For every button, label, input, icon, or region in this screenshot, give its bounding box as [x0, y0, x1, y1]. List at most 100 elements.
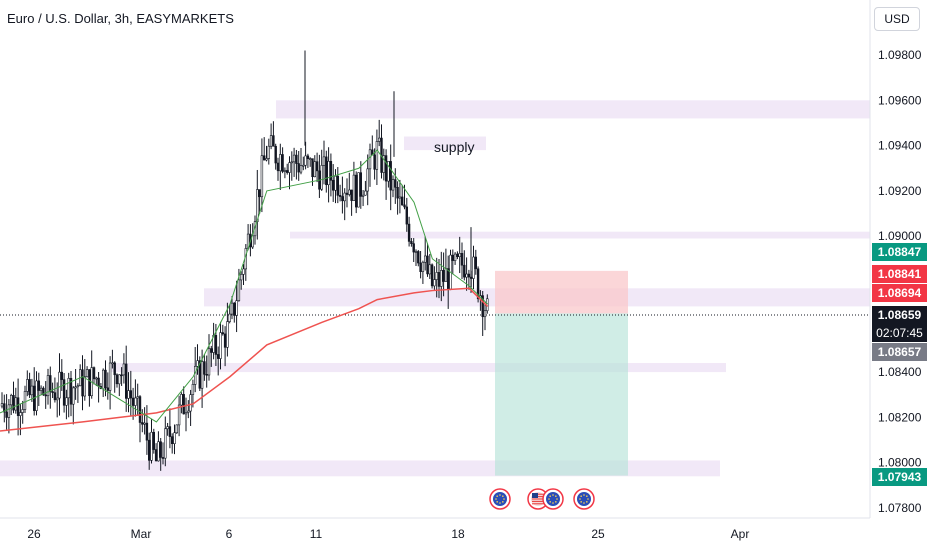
- time-tick-label: 18: [451, 527, 465, 541]
- candle-body: [113, 362, 116, 376]
- candle-body: [62, 379, 66, 406]
- flag-canton: [532, 493, 538, 498]
- candle-body: [228, 313, 231, 322]
- candle-body: [444, 268, 448, 282]
- candle-body: [430, 264, 434, 287]
- candle-body: [463, 264, 466, 278]
- candle-body: [338, 195, 342, 197]
- candle-body: [467, 273, 471, 278]
- candle-body: [414, 251, 418, 253]
- time-tick-label: Mar: [131, 527, 152, 541]
- take-profit-zone: [495, 313, 628, 476]
- time-tick-label: Apr: [731, 527, 750, 541]
- price-axis: 1.09800 1.09600 1.09400 1.09200 1.09000 1.084…: [878, 48, 922, 515]
- candle-body: [0, 403, 4, 407]
- candle-body: [295, 154, 298, 164]
- candle-body: [88, 369, 91, 397]
- flag-star: [583, 494, 585, 496]
- flag-star: [555, 495, 557, 497]
- candle-body: [361, 194, 365, 197]
- candle-body: [138, 396, 142, 423]
- candle-body: [157, 441, 160, 462]
- candle-body: [97, 377, 100, 387]
- candle-body: [384, 155, 388, 182]
- candle-body: [214, 335, 218, 355]
- price-tick-label: 1.09600: [878, 93, 922, 107]
- candle-body: [148, 439, 151, 461]
- candle-body: [30, 385, 34, 396]
- flag-star: [552, 502, 554, 504]
- candle-body: [184, 412, 188, 415]
- candle-body: [173, 432, 176, 445]
- candle-body: [182, 394, 185, 415]
- candle-body: [428, 264, 431, 275]
- candle-body: [453, 253, 457, 261]
- candle-body: [233, 302, 236, 316]
- candle-body: [375, 141, 379, 170]
- currency-button[interactable]: USD: [874, 7, 920, 31]
- candle-body: [235, 300, 238, 316]
- eu-flag-icon[interactable]: [542, 488, 564, 510]
- candle-body: [171, 436, 174, 445]
- candle-body: [267, 145, 270, 159]
- price-tick-label: 1.09800: [878, 48, 922, 62]
- candle-body: [136, 396, 139, 399]
- candle-body: [458, 253, 461, 257]
- candle-body: [440, 270, 443, 287]
- flag-star: [555, 501, 557, 503]
- flag-star: [586, 495, 588, 497]
- flag-star: [549, 495, 551, 497]
- candle-body: [281, 154, 284, 172]
- candle-body: [21, 409, 24, 413]
- us-flag-icon[interactable]: [527, 488, 549, 510]
- zones-layer: [0, 100, 870, 477]
- candle-body: [46, 375, 50, 397]
- candle-body: [180, 394, 183, 406]
- candle-body: [161, 457, 165, 459]
- candle-body: [274, 145, 277, 164]
- flag-star: [496, 495, 498, 497]
- candle-body: [19, 412, 22, 416]
- candle-body: [403, 204, 406, 208]
- time-tick-label: 25: [591, 527, 605, 541]
- candle-body: [394, 179, 397, 188]
- candle-body: [83, 376, 87, 397]
- candle-body: [26, 379, 29, 392]
- candle-body: [297, 163, 300, 173]
- candle-body: [366, 168, 369, 192]
- candle-body: [150, 431, 153, 461]
- candle-body: [198, 360, 201, 389]
- time-axis: 26 Mar 6 11 18 25 Apr: [27, 527, 749, 541]
- candle-body: [269, 135, 273, 147]
- candle-body: [152, 431, 155, 450]
- candle-body: [230, 302, 234, 315]
- candle-body: [433, 279, 436, 287]
- candle-body: [67, 377, 70, 399]
- events-layer: [489, 488, 595, 510]
- eu-flag-icon[interactable]: [573, 488, 595, 510]
- candle-body: [265, 158, 268, 161]
- flag-star: [583, 502, 585, 504]
- candle-body: [205, 374, 208, 376]
- candle-body: [154, 449, 158, 462]
- candle-body: [37, 380, 41, 391]
- candle-body: [39, 387, 43, 391]
- zone-rect: [404, 136, 486, 151]
- candle-body: [483, 310, 487, 318]
- candle-body: [58, 371, 61, 399]
- candle-body: [343, 192, 346, 202]
- candle-body: [320, 165, 323, 190]
- candle-body: [421, 261, 425, 272]
- candle-body: [481, 295, 484, 318]
- candle-body: [306, 155, 310, 160]
- candle-body: [341, 196, 344, 202]
- time-tick-label: 11: [310, 527, 323, 541]
- candle-body: [196, 360, 199, 367]
- candle-body: [131, 397, 135, 406]
- candle-body: [377, 137, 381, 142]
- candle-body: [373, 154, 376, 170]
- target-price-tag: 1.08847: [872, 243, 927, 261]
- eu-flag-icon[interactable]: [489, 488, 511, 510]
- candle-body: [423, 255, 427, 263]
